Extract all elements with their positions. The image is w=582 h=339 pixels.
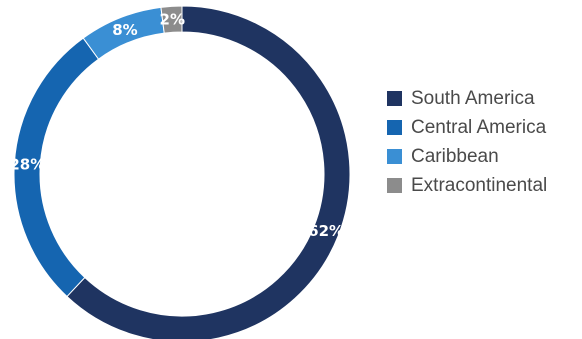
legend-item-caribbean: Caribbean: [387, 142, 547, 171]
value-label-extracontinental: 2%: [160, 10, 185, 28]
value-label-south-america: 62%: [308, 222, 344, 240]
legend-item-extracontinental: Extracontinental: [387, 171, 547, 200]
legend-swatch: [387, 178, 402, 193]
legend-label: Caribbean: [411, 145, 499, 167]
donut-slices: [13, 5, 351, 339]
legend-item-central-america: Central America: [387, 113, 547, 142]
value-label-caribbean: 8%: [112, 21, 137, 39]
legend-item-south-america: South America: [387, 84, 547, 113]
donut-slice-south-america: [66, 5, 351, 339]
legend-swatch: [387, 149, 402, 164]
legend-label: Central America: [411, 116, 547, 138]
donut-slice-extracontinental: [160, 5, 183, 34]
legend-swatch: [387, 91, 402, 106]
legend-swatch: [387, 120, 402, 135]
chart-legend: South America Central America Caribbean …: [387, 84, 547, 200]
value-label-central-america: 28%: [9, 155, 45, 173]
legend-label: South America: [411, 87, 535, 109]
legend-label: Extracontinental: [411, 174, 548, 196]
donut-value-labels: 62% 28% 8% 2%: [9, 10, 344, 240]
